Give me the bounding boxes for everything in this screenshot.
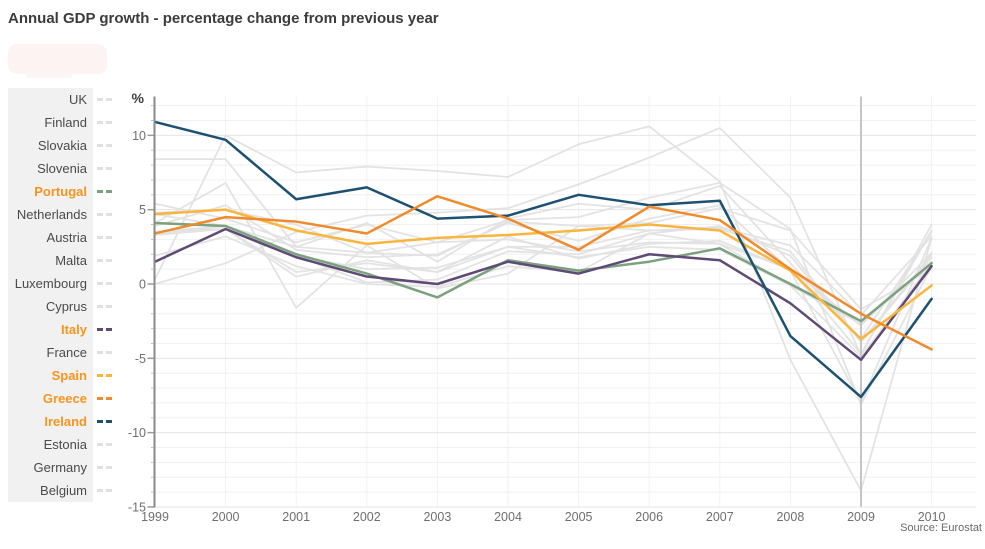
x-tick-label: 2002 (353, 510, 381, 524)
series-line-italy[interactable] (153, 227, 933, 362)
series-swatch (97, 489, 115, 492)
legend-item-austria[interactable]: Austria (8, 226, 128, 249)
gridlines (155, 96, 976, 508)
series-line-estonia[interactable] (154, 125, 933, 492)
series-swatch (97, 305, 115, 308)
series-swatch (97, 190, 115, 193)
legend-item-malta[interactable]: Malta (8, 249, 128, 272)
legend-item-label: Slovakia (37, 138, 87, 153)
legend-item-label: Austria (46, 230, 87, 245)
legend-item-label: UK (68, 92, 87, 107)
source-label: Source: Eurostat (900, 522, 982, 534)
legend-item-slovakia[interactable]: Slovakia (8, 134, 128, 157)
series-swatch (97, 420, 115, 423)
legend-item-estonia[interactable]: Estonia (8, 433, 128, 456)
legend-item-luxembourg[interactable]: Luxembourg (8, 272, 128, 295)
x-tick-label: 1999 (141, 510, 169, 524)
y-tick-label: -5 (135, 352, 146, 366)
legend-item-label: Finland (44, 115, 87, 130)
legend-item-label: Germany (33, 460, 87, 475)
y-tick-label: -15 (128, 500, 146, 514)
legend-item-portugal[interactable]: Portugal (8, 180, 128, 203)
series-swatch (97, 328, 115, 331)
y-tick-label: 0 (139, 278, 146, 292)
series-swatch (97, 236, 115, 239)
x-tick-label: 2003 (423, 510, 451, 524)
series-line-belgium[interactable] (154, 228, 933, 327)
series-swatch (97, 282, 115, 285)
legend-item-label: Portugal (34, 184, 87, 199)
legend-item-label: Spain (51, 368, 87, 383)
legend-item-france[interactable]: France (8, 341, 128, 364)
series-swatch (97, 374, 115, 377)
x-tick-label: 2006 (635, 510, 663, 524)
legend-item-italy[interactable]: Italy (8, 318, 128, 341)
y-axis-unit-label: % (132, 90, 145, 106)
redacted-area-small (26, 72, 72, 78)
x-tick-label: 2010 (918, 510, 946, 524)
legend-item-uk[interactable]: UK (8, 88, 128, 111)
legend-item-label: France (46, 345, 87, 360)
x-tick-label: 2004 (494, 510, 522, 524)
legend-item-spain[interactable]: Spain (8, 364, 128, 387)
legend-item-germany[interactable]: Germany (8, 456, 128, 479)
legend-item-ireland[interactable]: Ireland (8, 410, 128, 433)
legend-item-netherlands[interactable]: Netherlands (8, 203, 128, 226)
legend-item-label: Slovenia (37, 161, 87, 176)
legend-item-label: Malta (55, 253, 87, 268)
series-swatch (97, 98, 115, 101)
series-line-portugal[interactable] (153, 221, 933, 323)
country-legend: UK Finland Slovakia Slovenia Portugal Netherl… (8, 88, 128, 502)
series-line-ireland[interactable] (153, 120, 933, 399)
legend-item-label: Cyprus (45, 299, 87, 314)
series-swatch (97, 144, 115, 147)
series-swatch (97, 466, 115, 469)
legend-item-finland[interactable]: Finland (8, 111, 128, 134)
x-tick-label: 2008 (776, 510, 804, 524)
legend-background (8, 88, 93, 502)
series-line-malta[interactable] (154, 182, 933, 317)
series-swatch (97, 397, 115, 400)
y-tick-label: 10 (132, 129, 146, 143)
legend-item-label: Estonia (43, 437, 87, 452)
legend-item-label: Ireland (44, 414, 87, 429)
x-tick-label: 2007 (706, 510, 734, 524)
x-tick-label: 2009 (847, 510, 875, 524)
x-tick-label: 2000 (212, 510, 240, 524)
x-tick-label: 2001 (282, 510, 310, 524)
legend-item-belgium[interactable]: Belgium (8, 479, 128, 502)
y-tick-label: 5 (139, 203, 146, 217)
legend-item-slovenia[interactable]: Slovenia (8, 157, 128, 180)
highlighted-series (153, 120, 933, 399)
y-tick-label: -10 (128, 426, 146, 440)
series-swatch (97, 443, 115, 446)
muted-series (154, 125, 933, 492)
series-swatch (97, 259, 115, 262)
legend-item-label: Netherlands (16, 207, 87, 222)
y-axis (147, 96, 156, 508)
series-swatch (97, 167, 115, 170)
series-swatch (97, 121, 115, 124)
x-tick-label: 2005 (565, 510, 593, 524)
legend-item-label: Italy (60, 322, 87, 337)
series-line-greece[interactable] (153, 195, 933, 351)
series-line-spain[interactable] (153, 208, 933, 341)
legend-item-cyprus[interactable]: Cyprus (8, 295, 128, 318)
page-title: Annual GDP growth - percentage change fr… (8, 10, 439, 27)
series-line-slovakia[interactable] (154, 127, 933, 357)
legend-item-label: Greece (42, 391, 87, 406)
series-swatch (97, 213, 115, 216)
legend-item-label: Belgium (40, 483, 87, 498)
series-swatch (97, 351, 115, 354)
legend-item-greece[interactable]: Greece (8, 387, 128, 410)
redacted-area (8, 44, 107, 74)
legend-item-label: Luxembourg (14, 276, 87, 291)
